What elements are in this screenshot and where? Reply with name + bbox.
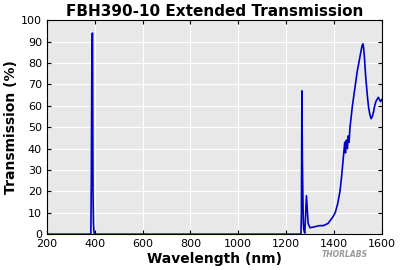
X-axis label: Wavelength (nm): Wavelength (nm): [147, 252, 282, 266]
Title: FBH390-10 Extended Transmission: FBH390-10 Extended Transmission: [66, 4, 363, 19]
Text: THORLABS: THORLABS: [322, 250, 368, 259]
Y-axis label: Transmission (%): Transmission (%): [4, 60, 18, 194]
